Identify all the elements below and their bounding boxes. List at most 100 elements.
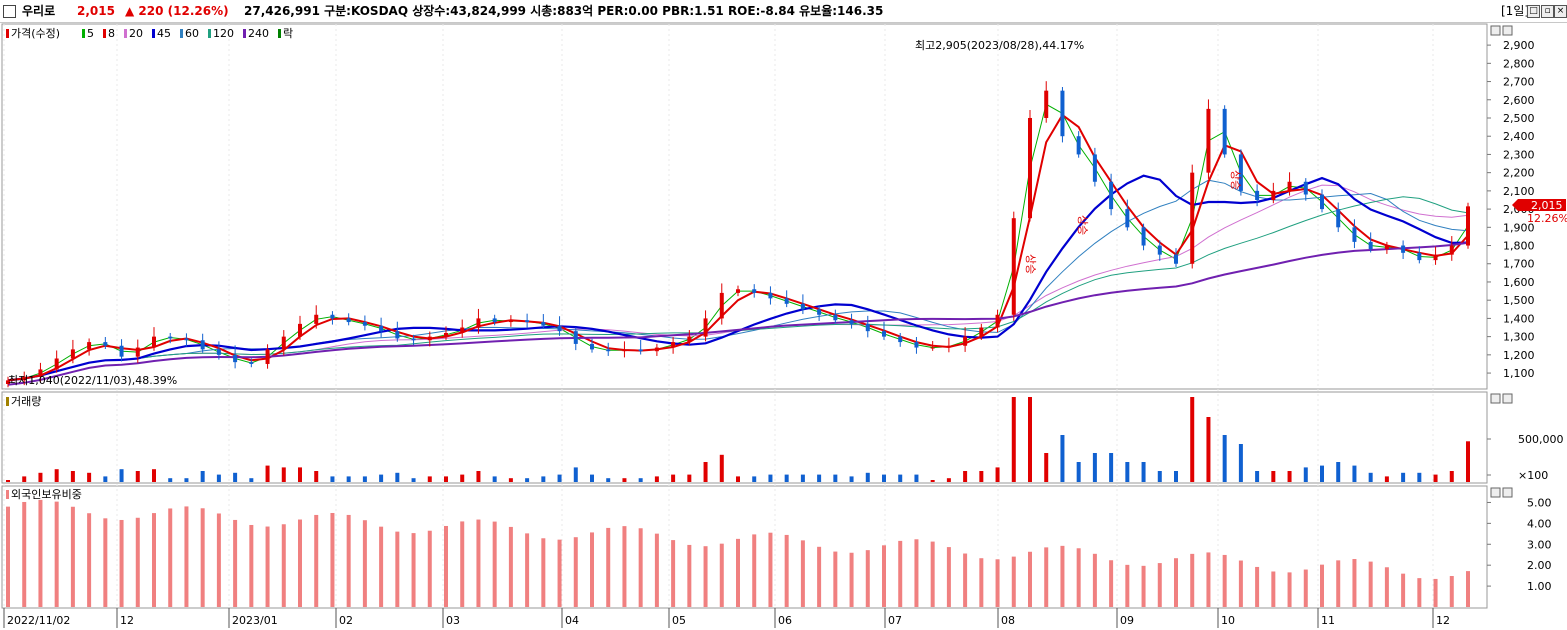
volume-bar [265,465,270,482]
close-icon[interactable]: × [1554,5,1567,18]
volume-bar [687,474,692,482]
foreign-bar [914,539,919,607]
foreign-bar [1271,571,1276,607]
volume-bar [898,474,903,482]
select-checkbox[interactable] [3,5,16,18]
volume-panel-close-icon[interactable] [1502,393,1513,404]
x-tick: 06 [778,614,792,627]
stock-name[interactable]: 우리로 [22,4,56,18]
volume-panel-min-icon[interactable] [1490,393,1501,404]
price-y-tick: 1,800 [1503,240,1535,253]
stock-chart[interactable]: 2,900 2,800 2,700 2,600 2,500 2,400 2,300 2,200… [0,22,1567,630]
foreign-bar [1060,545,1065,607]
volume-bar [573,467,578,482]
foreign-y-tick: 3.00 [1527,538,1552,551]
current-price: 2,015 [77,4,115,18]
ma-5-line [7,103,1469,381]
candle-body [168,336,173,339]
x-tick: 2022/11/02 [7,614,70,627]
foreign-bar [460,521,465,607]
volume-bar [703,462,708,482]
foreign-bar [865,550,870,607]
price-panel-close-icon[interactable] [1502,25,1513,36]
foreign-y-tick: 5.00 [1527,496,1552,509]
price-panel-min-icon[interactable] [1490,25,1501,36]
current-price-tag [1512,199,1566,211]
x-tick: 11 [1321,614,1335,627]
volume-bar [1433,474,1438,482]
price-y-tick: 1,900 [1503,221,1535,234]
candle-body [492,318,497,323]
volume-bar [1336,462,1341,482]
period-selector[interactable]: [1일] [1501,4,1530,18]
volume-bar [638,478,643,482]
price-y-tick: 2,700 [1503,76,1535,89]
volume-bar [1320,465,1324,482]
volume-bar [168,478,173,482]
candle-body [703,318,708,337]
foreign-bar [800,540,805,607]
foreign-bar [849,552,854,607]
volume-bar [1109,453,1114,482]
foreign-bar [1417,578,1422,607]
volume-bar [1352,465,1357,482]
price-y-tick: 2,100 [1503,185,1535,198]
foreign-bar [541,538,546,607]
foreign-bar [930,541,935,607]
volume-bar [1417,472,1422,482]
candle-body [265,349,270,364]
foreign-bar [249,524,254,607]
foreign-bar [1352,559,1357,607]
candle-body [1368,241,1373,250]
candle-body [1238,154,1243,191]
candle-body [1433,254,1438,261]
candle-body [752,289,757,293]
foreign-bar [638,528,643,607]
volume-bar [346,476,351,482]
foreign-bar [135,517,140,607]
price-y-tick: 2,500 [1503,112,1535,125]
volume-bar [38,472,43,482]
volume-bar [135,471,140,482]
foreign-bar [1287,572,1292,607]
candle-body [249,362,254,364]
ma-240-line [7,241,1469,386]
current-pct-text: 12.26% [1527,212,1567,225]
foreign-y-tick: 2.00 [1527,559,1552,572]
candle-body [200,340,205,350]
foreign-bar [314,514,319,607]
volume-bar [590,474,594,482]
x-tick: 10 [1221,614,1235,627]
candle-body [865,323,870,332]
candle-body [152,336,156,348]
volume-bar [882,474,886,482]
foreign-bar [784,534,789,607]
foreign-bar [1336,560,1341,607]
foreign-bar [1109,560,1114,607]
volume-panel-frame [1,391,1488,484]
volume-bar [1141,462,1146,482]
foreign-bar [411,533,416,607]
foreign-panel-min-icon[interactable] [1490,487,1501,498]
high-annotation: 최고2,905(2023/08/28),44.17% [915,39,1084,52]
foreign-bar [379,526,384,607]
volume-bar [1449,471,1454,482]
foreign-y-tick: 4.00 [1527,517,1552,530]
maximize-icon[interactable]: ▫ [1541,5,1554,18]
legend-ma-5: 120 [213,27,234,40]
candle-body [70,349,75,359]
price-y-tick: 1,100 [1503,367,1535,380]
foreign-bar [427,530,432,607]
volume-bar [1384,476,1389,482]
candle-body [1352,227,1357,242]
restore-icon[interactable]: □ [1527,5,1540,18]
volume-bar [833,474,838,482]
volume-bar [22,476,27,482]
foreign-panel-close-icon[interactable] [1502,487,1513,498]
volume-bar [654,476,659,482]
volume-bar [736,476,740,482]
legend-ma-6: 240 [248,27,269,40]
foreign-bar [979,558,984,607]
foreign-panel-frame [1,485,1488,609]
foreign-bar [687,544,692,607]
